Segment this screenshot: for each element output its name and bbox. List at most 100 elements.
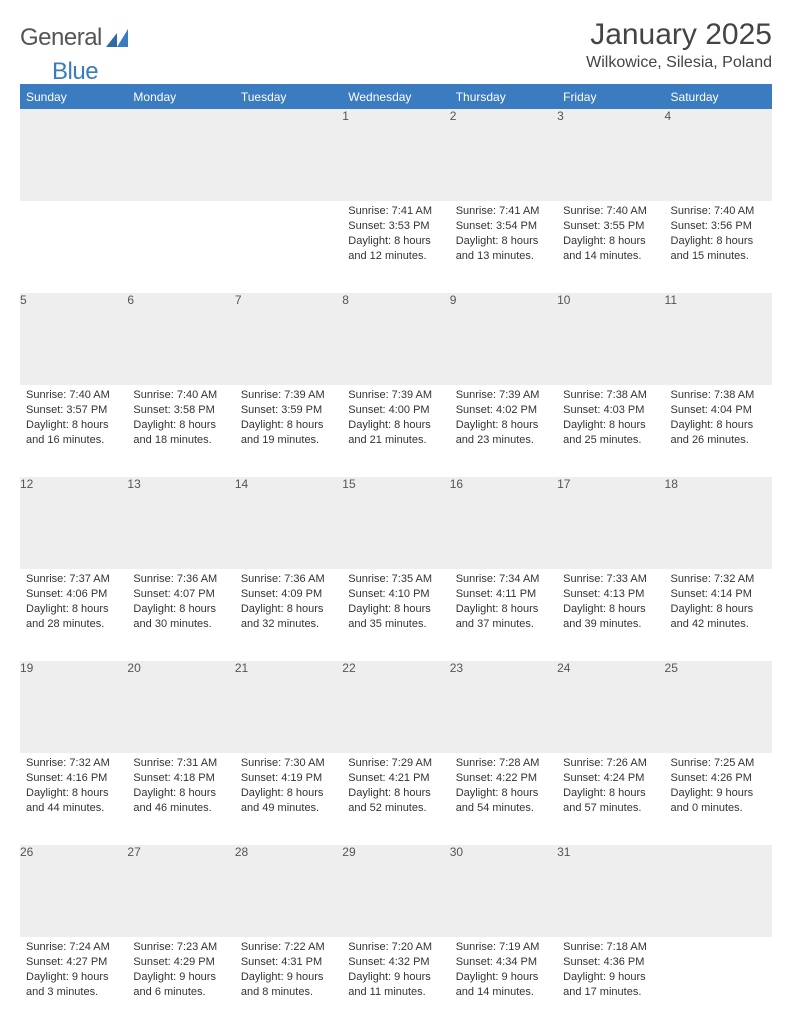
sunrise-text: Sunrise: 7:24 AM xyxy=(26,940,121,955)
day-number: 23 xyxy=(450,661,557,753)
sunset-text: Sunset: 4:18 PM xyxy=(133,771,228,786)
day-cell: Sunrise: 7:31 AMSunset: 4:18 PMDaylight:… xyxy=(127,753,234,845)
day-number: 7 xyxy=(235,293,342,385)
day-number-row: 567891011 xyxy=(20,293,772,385)
brand-text-general: General xyxy=(20,24,102,52)
day-cell: Sunrise: 7:40 AMSunset: 3:57 PMDaylight:… xyxy=(20,385,127,477)
brand-text-blue: Blue xyxy=(52,58,98,86)
day-number-row: 1234 xyxy=(20,109,772,201)
day-number: 20 xyxy=(127,661,234,753)
day-number-row: 12131415161718 xyxy=(20,477,772,569)
sunset-text: Sunset: 4:10 PM xyxy=(348,587,443,602)
day-number: 14 xyxy=(235,477,342,569)
daylight-text: Daylight: 9 hours and 14 minutes. xyxy=(456,970,551,1000)
day-number: 24 xyxy=(557,661,664,753)
sunrise-text: Sunrise: 7:31 AM xyxy=(133,756,228,771)
day-number: 26 xyxy=(20,845,127,937)
sunset-text: Sunset: 4:27 PM xyxy=(26,955,121,970)
daylight-text: Daylight: 8 hours and 49 minutes. xyxy=(241,786,336,816)
sunset-text: Sunset: 4:32 PM xyxy=(348,955,443,970)
sunset-text: Sunset: 4:00 PM xyxy=(348,403,443,418)
sunset-text: Sunset: 4:11 PM xyxy=(456,587,551,602)
day-cell: Sunrise: 7:33 AMSunset: 4:13 PMDaylight:… xyxy=(557,569,664,661)
day-header: Wednesday xyxy=(342,85,449,109)
day-number: 2 xyxy=(450,109,557,201)
day-cell: Sunrise: 7:41 AMSunset: 3:54 PMDaylight:… xyxy=(450,201,557,293)
daylight-text: Daylight: 9 hours and 17 minutes. xyxy=(563,970,658,1000)
daylight-text: Daylight: 9 hours and 3 minutes. xyxy=(26,970,121,1000)
sunset-text: Sunset: 4:13 PM xyxy=(563,587,658,602)
day-cell: Sunrise: 7:32 AMSunset: 4:14 PMDaylight:… xyxy=(665,569,772,661)
sunrise-text: Sunrise: 7:39 AM xyxy=(456,388,551,403)
day-number: 12 xyxy=(20,477,127,569)
daylight-text: Daylight: 9 hours and 8 minutes. xyxy=(241,970,336,1000)
day-number: 15 xyxy=(342,477,449,569)
day-number: 8 xyxy=(342,293,449,385)
daylight-text: Daylight: 8 hours and 35 minutes. xyxy=(348,602,443,632)
sunrise-text: Sunrise: 7:26 AM xyxy=(563,756,658,771)
day-cell: Sunrise: 7:22 AMSunset: 4:31 PMDaylight:… xyxy=(235,937,342,1029)
day-cell: Sunrise: 7:35 AMSunset: 4:10 PMDaylight:… xyxy=(342,569,449,661)
sunrise-text: Sunrise: 7:34 AM xyxy=(456,572,551,587)
sunset-text: Sunset: 4:36 PM xyxy=(563,955,658,970)
sunrise-text: Sunrise: 7:32 AM xyxy=(26,756,121,771)
sunrise-text: Sunrise: 7:38 AM xyxy=(671,388,766,403)
day-cell: Sunrise: 7:28 AMSunset: 4:22 PMDaylight:… xyxy=(450,753,557,845)
sunrise-text: Sunrise: 7:39 AM xyxy=(241,388,336,403)
day-cell: Sunrise: 7:40 AMSunset: 3:55 PMDaylight:… xyxy=(557,201,664,293)
daylight-text: Daylight: 8 hours and 16 minutes. xyxy=(26,418,121,448)
day-number-row: 19202122232425 xyxy=(20,661,772,753)
day-cell: Sunrise: 7:39 AMSunset: 4:02 PMDaylight:… xyxy=(450,385,557,477)
day-number: 21 xyxy=(235,661,342,753)
sunset-text: Sunset: 4:06 PM xyxy=(26,587,121,602)
day-number-row: 262728293031 xyxy=(20,845,772,937)
sunset-text: Sunset: 4:02 PM xyxy=(456,403,551,418)
sunset-text: Sunset: 3:55 PM xyxy=(563,219,658,234)
calendar-body: 1234Sunrise: 7:41 AMSunset: 3:53 PMDayli… xyxy=(20,109,772,1029)
sunset-text: Sunset: 3:58 PM xyxy=(133,403,228,418)
sunset-text: Sunset: 4:14 PM xyxy=(671,587,766,602)
day-number: 17 xyxy=(557,477,664,569)
daylight-text: Daylight: 8 hours and 26 minutes. xyxy=(671,418,766,448)
location: Wilkowice, Silesia, Poland xyxy=(586,54,772,72)
sunset-text: Sunset: 4:19 PM xyxy=(241,771,336,786)
daylight-text: Daylight: 8 hours and 42 minutes. xyxy=(671,602,766,632)
daylight-text: Daylight: 9 hours and 11 minutes. xyxy=(348,970,443,1000)
sunrise-text: Sunrise: 7:40 AM xyxy=(133,388,228,403)
day-number: 6 xyxy=(127,293,234,385)
sunset-text: Sunset: 3:56 PM xyxy=(671,219,766,234)
day-cell xyxy=(665,937,772,1029)
sunrise-text: Sunrise: 7:29 AM xyxy=(348,756,443,771)
sunrise-text: Sunrise: 7:40 AM xyxy=(26,388,121,403)
sunset-text: Sunset: 4:24 PM xyxy=(563,771,658,786)
daylight-text: Daylight: 8 hours and 13 minutes. xyxy=(456,234,551,264)
sunset-text: Sunset: 4:34 PM xyxy=(456,955,551,970)
sunrise-text: Sunrise: 7:22 AM xyxy=(241,940,336,955)
daylight-text: Daylight: 8 hours and 18 minutes. xyxy=(133,418,228,448)
day-cell: Sunrise: 7:40 AMSunset: 3:58 PMDaylight:… xyxy=(127,385,234,477)
day-cell: Sunrise: 7:38 AMSunset: 4:04 PMDaylight:… xyxy=(665,385,772,477)
day-body-row: Sunrise: 7:41 AMSunset: 3:53 PMDaylight:… xyxy=(20,201,772,293)
sunrise-text: Sunrise: 7:35 AM xyxy=(348,572,443,587)
sunrise-text: Sunrise: 7:38 AM xyxy=(563,388,658,403)
daylight-text: Daylight: 9 hours and 0 minutes. xyxy=(671,786,766,816)
title-block: January 2025 Wilkowice, Silesia, Poland xyxy=(586,18,772,72)
daylight-text: Daylight: 8 hours and 46 minutes. xyxy=(133,786,228,816)
sunset-text: Sunset: 4:21 PM xyxy=(348,771,443,786)
day-cell: Sunrise: 7:38 AMSunset: 4:03 PMDaylight:… xyxy=(557,385,664,477)
daylight-text: Daylight: 8 hours and 12 minutes. xyxy=(348,234,443,264)
daylight-text: Daylight: 8 hours and 44 minutes. xyxy=(26,786,121,816)
day-cell: Sunrise: 7:25 AMSunset: 4:26 PMDaylight:… xyxy=(665,753,772,845)
day-cell: Sunrise: 7:18 AMSunset: 4:36 PMDaylight:… xyxy=(557,937,664,1029)
day-cell: Sunrise: 7:40 AMSunset: 3:56 PMDaylight:… xyxy=(665,201,772,293)
sunrise-text: Sunrise: 7:19 AM xyxy=(456,940,551,955)
day-number: 19 xyxy=(20,661,127,753)
day-cell: Sunrise: 7:36 AMSunset: 4:09 PMDaylight:… xyxy=(235,569,342,661)
day-cell: Sunrise: 7:30 AMSunset: 4:19 PMDaylight:… xyxy=(235,753,342,845)
brand-logo: General xyxy=(20,18,130,52)
sunset-text: Sunset: 4:09 PM xyxy=(241,587,336,602)
sunset-text: Sunset: 4:16 PM xyxy=(26,771,121,786)
day-number: 4 xyxy=(665,109,772,201)
day-cell xyxy=(127,201,234,293)
sunset-text: Sunset: 3:53 PM xyxy=(348,219,443,234)
